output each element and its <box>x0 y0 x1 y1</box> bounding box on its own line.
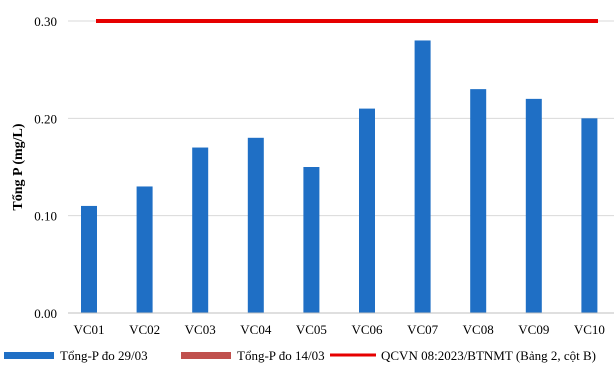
y-tick-label: 0.20 <box>34 111 57 126</box>
legend-swatch <box>4 352 54 359</box>
x-tick-labels: VC01 VC02 VC03 VC04 VC05 VC06 VC07 VC08 VC09 VC10 <box>73 322 604 337</box>
bar-vc01 <box>81 205 97 313</box>
y-axis-label: Tổng P (mg/L) <box>11 123 26 210</box>
legend-label: Tổng-P đo 29/03 <box>60 348 148 363</box>
x-tick-label: VC02 <box>129 322 160 337</box>
x-tick-label: VC10 <box>574 322 605 337</box>
x-tick-label: VC01 <box>73 322 104 337</box>
legend-label: Tổng-P đo 14/03 <box>237 348 325 363</box>
y-tick-label: 0.00 <box>34 306 57 321</box>
bar-vc07 <box>414 40 431 313</box>
legend-label: QCVN 08:2023/BTNMT (Bảng 2, cột B) <box>381 348 596 363</box>
bar-vc08 <box>470 89 487 313</box>
x-tick-label: VC06 <box>351 322 383 337</box>
bar-vc04 <box>247 137 264 313</box>
bar-vc05 <box>303 167 320 313</box>
x-tick-label: VC09 <box>518 322 549 337</box>
x-tick-label: VC04 <box>240 322 272 337</box>
x-tick-label: VC07 <box>407 322 439 337</box>
y-tick-label: 0.30 <box>34 14 57 29</box>
bar-vc06 <box>359 108 375 313</box>
x-tick-label: VC05 <box>296 322 327 337</box>
bar-vc09 <box>525 98 542 313</box>
bar-vc03 <box>192 147 209 313</box>
bar-vc10 <box>581 118 598 313</box>
y-tick-label: 0.10 <box>34 209 57 224</box>
x-tick-label: VC03 <box>185 322 216 337</box>
legend: Tổng-P đo 29/03 Tổng-P đo 14/03 QCVN 08:20… <box>4 348 596 363</box>
bars <box>81 40 598 313</box>
y-tick-labels: 0.00 0.10 0.20 0.30 <box>34 14 57 321</box>
legend-swatch <box>181 352 231 359</box>
x-tick-label: VC08 <box>463 322 494 337</box>
bar-vc02 <box>136 186 153 313</box>
